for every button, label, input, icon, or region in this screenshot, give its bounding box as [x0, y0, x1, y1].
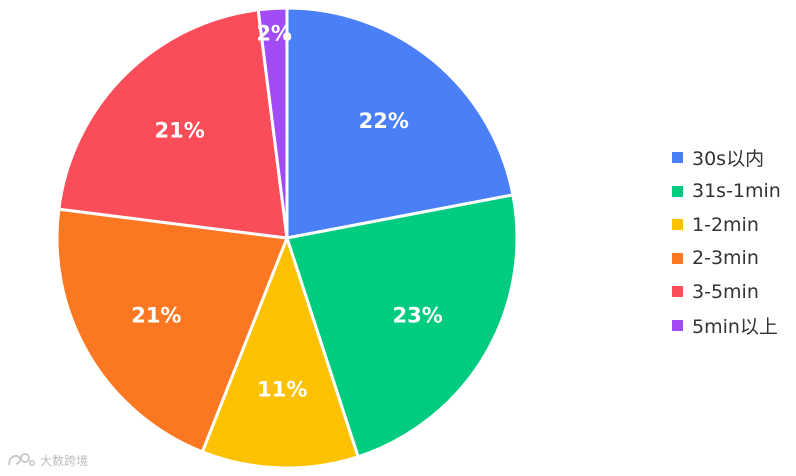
watermark-logo-icon	[8, 453, 35, 466]
legend-item-2: 1-2min	[672, 208, 796, 242]
legend-swatch-2	[672, 219, 683, 231]
chart-legend: 30s以内 31s-1min 1-2min 2-3min 3-5min 5min以上	[672, 141, 796, 342]
pie-slices	[55, 6, 519, 470]
legend-label-4: 3-5min	[692, 280, 759, 303]
pie-slice-3	[55, 207, 289, 454]
watermark: 大数跨境	[6, 451, 88, 469]
legend-label-3: 2-3min	[692, 247, 759, 270]
legend-label-0: 30s以内	[692, 148, 765, 171]
legend-item-1: 31s-1min	[672, 175, 796, 209]
legend-item-0: 30s以内	[672, 141, 796, 175]
pie-slice-label-2: 11%	[257, 378, 307, 402]
pie-slice-1	[285, 193, 519, 459]
legend-swatch-5	[672, 319, 683, 331]
watermark-text: 大数跨境	[40, 453, 89, 468]
legend-swatch-4	[672, 286, 683, 298]
legend-item-3: 2-3min	[672, 242, 796, 276]
pie-slice-label-4: 21%	[155, 119, 205, 143]
legend-swatch-1	[672, 185, 683, 197]
pie-slice-label-5: 2%	[256, 22, 292, 46]
legend-label-2: 1-2min	[692, 213, 759, 236]
pie-slice-labels: 22% 23% 11% 21% 21% 2%	[131, 22, 443, 402]
pie-slice-label-3: 21%	[131, 303, 181, 327]
pie-slice-2	[200, 236, 360, 470]
legend-item-4: 3-5min	[672, 275, 796, 309]
legend-swatch-3	[672, 252, 683, 264]
legend-label-1: 31s-1min	[692, 180, 781, 203]
pie-slice-label-0: 22%	[359, 109, 409, 133]
pie-slice-0	[285, 6, 515, 240]
legend-item-5: 5min以上	[672, 309, 796, 343]
pie-slice-label-1: 23%	[393, 303, 443, 327]
legend-swatch-0	[672, 152, 683, 164]
pie-chart-plot: 22% 23% 11% 21% 21% 2%	[55, 6, 519, 470]
pie-slice-4	[57, 8, 289, 240]
pie-slice-5	[256, 6, 289, 240]
legend-label-5: 5min以上	[692, 315, 778, 338]
